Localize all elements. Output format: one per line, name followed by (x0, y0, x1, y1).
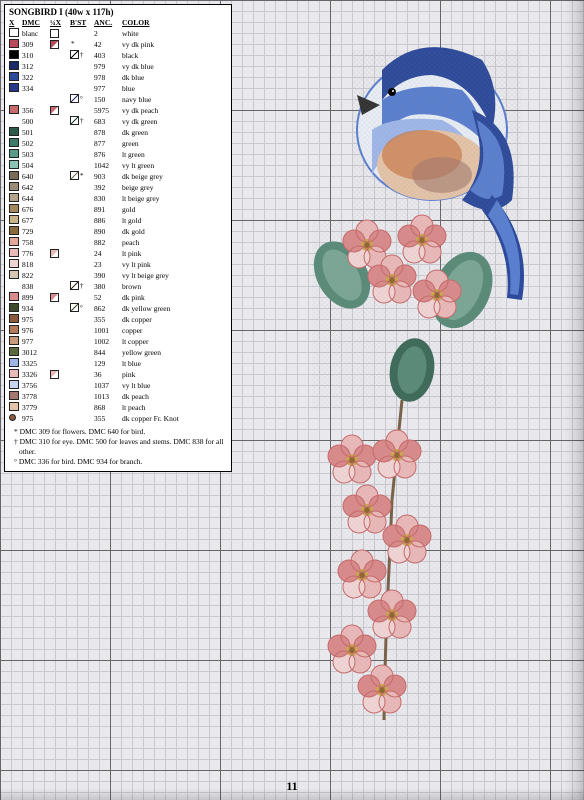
legend-row: 729890dk gold (9, 226, 227, 237)
legend-row: 676891gold (9, 204, 227, 215)
legend-notes: * DMC 309 for flowers. DMC 640 for bird.… (9, 427, 227, 467)
legend-row: 9771002lt copper (9, 336, 227, 347)
legend-row: 677886lt gold (9, 215, 227, 226)
legend-row: 77624lt pink (9, 248, 227, 259)
legend-row: 975355dk copper Fr. Knot (9, 413, 227, 424)
legend-row: 3779868lt peach (9, 402, 227, 413)
page-number: 11 (0, 779, 584, 794)
legend-row: 640*903dk beige grey (9, 171, 227, 182)
legend-row: 81823vy lt pink (9, 259, 227, 270)
cross-stitch-art (232, 20, 562, 780)
legend-row: 822390vy lt beige grey (9, 270, 227, 281)
legend-row: 5041042vy lt green (9, 160, 227, 171)
pattern-title: SONGBIRD I (40w x 117h) (9, 7, 227, 17)
legend-row: 934°862dk yellow green (9, 303, 227, 314)
legend-row: 758882peach (9, 237, 227, 248)
legend-row: 838†380brown (9, 281, 227, 292)
legend-row: blanc2white (9, 28, 227, 39)
legend-row: 9761001copper (9, 325, 227, 336)
legend-row: 3565975vy dk peach (9, 105, 227, 116)
legend-row: 89952dk pink (9, 292, 227, 303)
legend-row: 37561037vy lt blue (9, 380, 227, 391)
legend-row: 322978dk blue (9, 72, 227, 83)
legend-row: 3012844yellow green (9, 347, 227, 358)
legend-row: 502877green (9, 138, 227, 149)
legend-row: 310†403black (9, 50, 227, 61)
legend-header: XDMC¼XB'STANC.COLOR (9, 18, 227, 27)
legend-row: 37781013dk peach (9, 391, 227, 402)
legend-row: 309*42vy dk pink (9, 39, 227, 50)
legend-row: 644830lt beige grey (9, 193, 227, 204)
legend-row: 3325129lt blue (9, 358, 227, 369)
legend-row: 501878dk green (9, 127, 227, 138)
legend-row: 334977blue (9, 83, 227, 94)
legend-row: 642392beige grey (9, 182, 227, 193)
legend-row: 975355dk copper (9, 314, 227, 325)
legend-row: 332636pink (9, 369, 227, 380)
legend-row: 500†683vy dk green (9, 116, 227, 127)
legend-row: °150navy blue (9, 94, 227, 105)
legend-box: SONGBIRD I (40w x 117h) XDMC¼XB'STANC.CO… (4, 4, 232, 472)
top-flowers (302, 215, 504, 410)
legend-row: 503876lt green (9, 149, 227, 160)
legend-row: 312979vy dk blue (9, 61, 227, 72)
